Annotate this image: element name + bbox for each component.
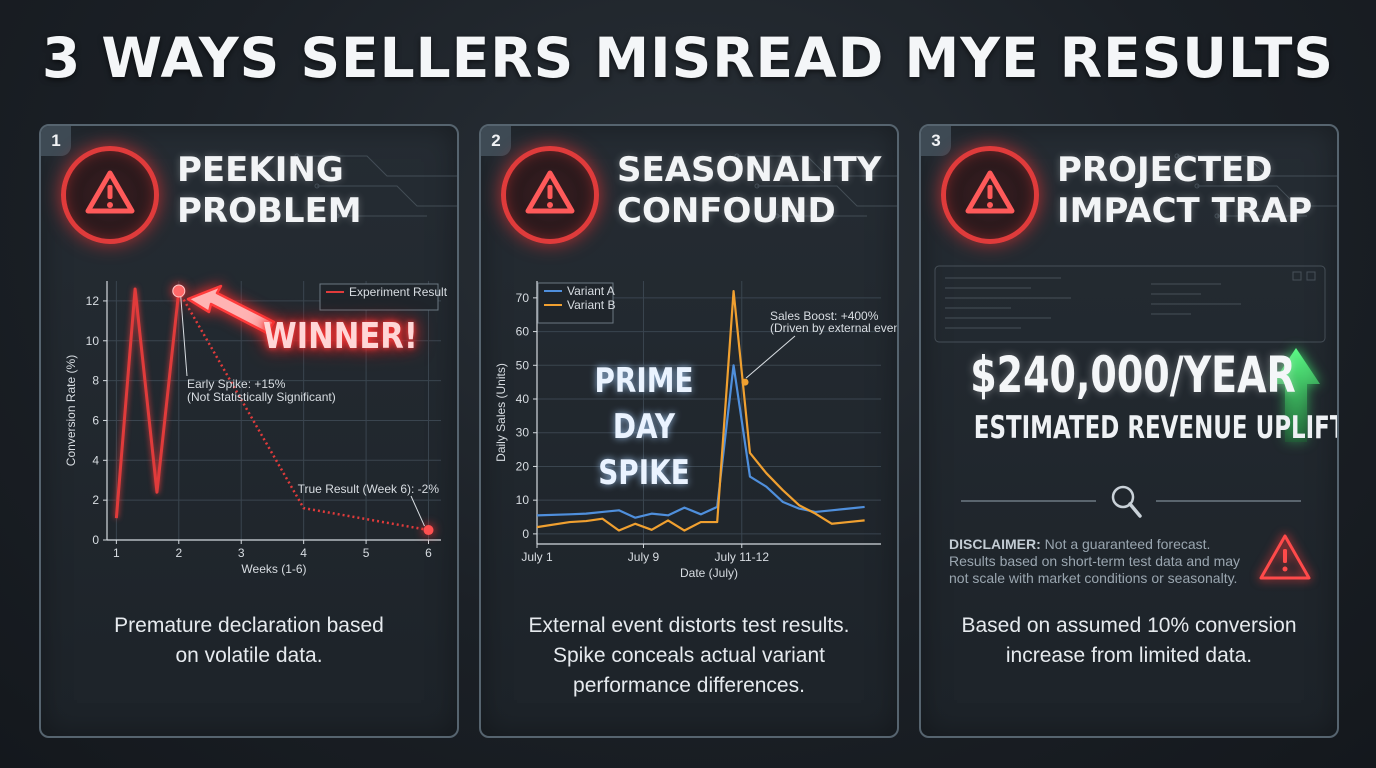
annotation-text: (Driven by external event) (770, 321, 897, 335)
x-tick-label: 1 (113, 546, 120, 560)
true-result-marker (423, 525, 434, 536)
prime-day-line2: SPIKE (598, 453, 690, 493)
panel-number: 1 (41, 126, 71, 156)
winner-arrow-icon (186, 284, 276, 335)
y-tick-label: 2 (92, 493, 99, 507)
dashboard-backdrop (934, 265, 1326, 580)
annotation-pointer (180, 296, 188, 377)
panel-title-line2: IMPACT TRAP (1057, 191, 1313, 231)
arrow-up-icon (1272, 348, 1320, 442)
prime-day-line1: PRIME DAY (594, 361, 694, 447)
panel-title-line1: PEEKING (177, 150, 344, 190)
x-tick-label: 4 (300, 546, 307, 560)
series-line (536, 290, 865, 532)
disclaimer-label: DISCLAIMER: (949, 536, 1041, 552)
caption-line2: on volatile data. (175, 644, 323, 667)
caption-line1: External event distorts test results. (528, 614, 850, 637)
legend-box (319, 283, 439, 311)
caption-line3: performance differences. (573, 674, 805, 697)
caption-line2: increase from limited data. (1005, 644, 1253, 667)
warning-triangle-icon (941, 146, 1039, 244)
y-tick-label: 0 (92, 533, 99, 547)
panel-caption: Based on assumed 10% conversion increase… (931, 611, 1327, 671)
y-axis-label: Daily Sales (Units) (494, 363, 508, 462)
chart-seasonality: 0 10 20 30 40 50 60 70 July 1 July 9 July 11-12 Dat… (494, 281, 897, 580)
legend-box (537, 282, 614, 324)
x-tick-label: 3 (238, 546, 245, 560)
legend-entry: Variant B (567, 298, 615, 312)
y-tick-label: 50 (516, 358, 530, 372)
caption-line2: Spike conceals actual variant (553, 644, 825, 667)
panel-title-line2: CONFOUND (617, 191, 836, 231)
y-tick-label: 0 (522, 527, 529, 541)
panel-caption: Premature declaration based on volatile … (51, 611, 447, 671)
winner-label: WINNER! (263, 316, 418, 357)
x-tick-label: 5 (363, 546, 370, 560)
revenue-amount: $240,000/YEAR (970, 346, 1296, 404)
y-tick-label: 10 (516, 493, 530, 507)
x-tick-label: July 11-12 (715, 550, 770, 564)
warning-triangle-icon (501, 146, 599, 244)
caption-line1: Based on assumed 10% conversion (961, 614, 1297, 637)
disclaimer: DISCLAIMER: Not a guaranteed forecast. R… (949, 536, 1255, 587)
boost-marker (741, 378, 749, 386)
panel-title-line2: PROBLEM (177, 191, 362, 231)
panel-title: PEEKING PROBLEM (177, 150, 447, 232)
panel-peeking-problem: 1 PEEKING PROBLEM 0 2 4 6 8 10 12 1 2 3 4 5 6 Weeks (… (39, 124, 459, 738)
y-tick-label: 12 (86, 294, 100, 308)
panel-title: PROJECTED IMPACT TRAP (1057, 150, 1327, 232)
x-tick-label: 6 (425, 546, 432, 560)
search-divider (961, 485, 1301, 518)
circuit-decoration (734, 153, 897, 219)
panel-number: 3 (921, 126, 951, 156)
y-tick-label: 40 (516, 392, 530, 406)
x-axis-label: Date (July) (680, 566, 738, 580)
revenue-subtitle: ESTIMATED REVENUE UPLIFT (973, 410, 1339, 446)
panel-caption: External event distorts test results. Sp… (491, 611, 887, 701)
circuit-decoration (294, 153, 457, 219)
x-axis-label: Weeks (1-6) (241, 562, 306, 576)
legend-entry: Experiment Result (349, 285, 448, 299)
panel-seasonality-confound: 2 SEASONALITY CONFOUND 0 10 20 30 40 50 60 70 Ju… (479, 124, 899, 738)
series-line (114, 287, 181, 519)
annotation-text: (Not Statistically Significant) (187, 390, 336, 404)
x-tick-label: 2 (175, 546, 182, 560)
page-title: 3 WAYS SELLERS MISREAD MYE RESULTS (41, 26, 1335, 90)
annotation-pointer (410, 495, 425, 527)
warning-triangle-icon (61, 146, 159, 244)
panel-title-line1: SEASONALITY (617, 150, 882, 190)
warning-triangle-icon (1259, 534, 1311, 580)
series-line-dotted (177, 290, 429, 532)
y-tick-label: 70 (516, 291, 530, 305)
y-tick-label: 20 (516, 459, 530, 473)
magnifier-icon (1111, 485, 1142, 518)
y-tick-label: 6 (92, 413, 99, 427)
x-tick-label: July 1 (521, 550, 553, 564)
panel-title-line1: PROJECTED (1057, 150, 1273, 190)
y-tick-label: 8 (92, 374, 99, 388)
legend-entry: Variant A (567, 284, 615, 298)
spike-marker (172, 284, 186, 298)
circuit-decoration (1174, 153, 1337, 219)
disclaimer-text: Not a guaranteed forecast. Results based… (949, 536, 1241, 586)
prime-day-label: PRIME DAY SPIKE (574, 358, 713, 496)
x-tick-label: July 9 (628, 550, 660, 564)
y-tick-label: 30 (516, 426, 530, 440)
y-axis-label: Conversion Rate (%) (64, 355, 78, 466)
y-tick-label: 4 (92, 453, 99, 467)
panel-projected-impact: 3 PROJECTED IMPACT TRAP (919, 124, 1339, 738)
y-tick-label: 10 (86, 334, 100, 348)
annotation-text: Early Spike: +15% (187, 377, 286, 391)
annotation-text: Sales Boost: +400% (770, 309, 879, 323)
panel-number: 2 (481, 126, 511, 156)
annotation-pointer (745, 335, 796, 379)
panel-title: SEASONALITY CONFOUND (617, 150, 887, 232)
caption-line1: Premature declaration based (114, 614, 384, 637)
y-tick-label: 60 (516, 325, 530, 339)
annotation-text: True Result (Week 6): -2% (298, 482, 440, 496)
